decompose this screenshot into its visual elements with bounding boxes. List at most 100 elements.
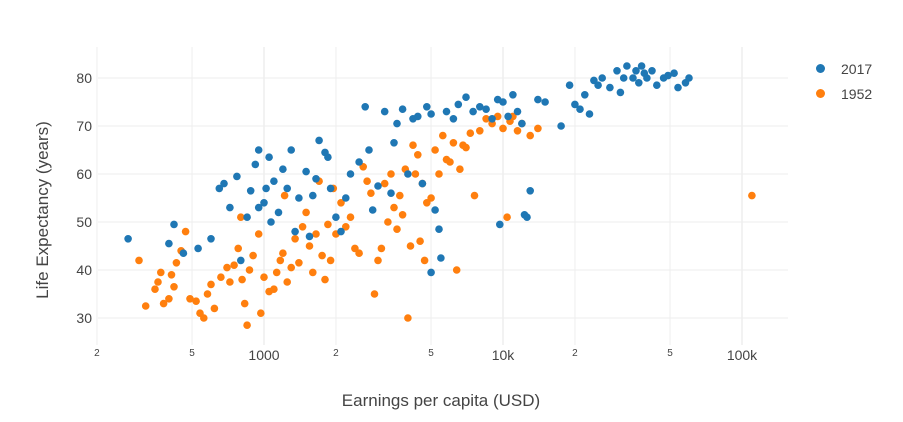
point-1952[interactable]: [346, 213, 355, 221]
point-1952[interactable]: [367, 189, 375, 197]
point-2017[interactable]: [279, 165, 287, 173]
point-1952[interactable]: [404, 314, 412, 322]
point-2017[interactable]: [262, 184, 270, 193]
point-2017[interactable]: [635, 79, 643, 87]
point-2017[interactable]: [295, 194, 303, 202]
point-1952[interactable]: [406, 242, 415, 250]
point-1952[interactable]: [470, 191, 479, 200]
point-2017[interactable]: [237, 256, 245, 265]
point-1952[interactable]: [342, 223, 350, 231]
point-2017[interactable]: [664, 71, 672, 80]
point-1952[interactable]: [203, 290, 212, 298]
point-1952[interactable]: [449, 139, 458, 147]
legend-item-2017[interactable]: 2017: [816, 56, 872, 81]
point-2017[interactable]: [332, 213, 340, 221]
point-2017[interactable]: [390, 139, 398, 147]
point-2017[interactable]: [613, 67, 621, 75]
point-2017[interactable]: [305, 232, 314, 241]
point-1952[interactable]: [157, 268, 165, 277]
point-1952[interactable]: [499, 124, 507, 133]
point-2017[interactable]: [387, 189, 395, 197]
point-2017[interactable]: [312, 175, 320, 183]
point-2017[interactable]: [374, 182, 382, 190]
point-2017[interactable]: [170, 220, 178, 229]
point-1952[interactable]: [167, 271, 176, 279]
point-1952[interactable]: [312, 230, 320, 238]
point-1952[interactable]: [380, 179, 389, 188]
point-2017[interactable]: [632, 67, 640, 75]
point-2017[interactable]: [488, 115, 496, 123]
point-2017[interactable]: [418, 179, 427, 188]
point-2017[interactable]: [398, 105, 407, 113]
point-1952[interactable]: [234, 244, 242, 253]
point-2017[interactable]: [254, 203, 263, 212]
point-1952[interactable]: [154, 278, 162, 286]
point-2017[interactable]: [315, 136, 323, 145]
point-2017[interactable]: [361, 103, 370, 111]
point-1952[interactable]: [462, 143, 470, 152]
point-2017[interactable]: [270, 177, 278, 185]
point-2017[interactable]: [541, 98, 549, 106]
point-2017[interactable]: [581, 91, 589, 99]
point-1952[interactable]: [223, 263, 231, 272]
point-1952[interactable]: [526, 131, 534, 140]
point-2017[interactable]: [355, 158, 363, 166]
point-2017[interactable]: [365, 146, 373, 154]
point-1952[interactable]: [270, 285, 278, 294]
point-2017[interactable]: [442, 107, 451, 116]
point-1952[interactable]: [427, 194, 435, 202]
point-2017[interactable]: [585, 110, 594, 118]
point-2017[interactable]: [476, 103, 484, 111]
point-2017[interactable]: [207, 235, 215, 243]
point-1952[interactable]: [302, 208, 310, 217]
point-1952[interactable]: [393, 225, 401, 233]
point-2017[interactable]: [435, 225, 443, 233]
point-2017[interactable]: [623, 62, 631, 70]
point-2017[interactable]: [449, 115, 458, 123]
point-2017[interactable]: [124, 235, 132, 243]
point-1952[interactable]: [398, 211, 407, 219]
point-2017[interactable]: [606, 83, 614, 92]
point-2017[interactable]: [404, 170, 412, 178]
point-1952[interactable]: [135, 256, 143, 265]
point-1952[interactable]: [210, 304, 219, 313]
point-2017[interactable]: [254, 146, 263, 154]
point-2017[interactable]: [629, 74, 637, 82]
point-2017[interactable]: [462, 93, 470, 101]
point-1952[interactable]: [298, 223, 307, 231]
point-2017[interactable]: [243, 213, 251, 221]
point-2017[interactable]: [469, 107, 477, 116]
point-2017[interactable]: [496, 220, 504, 229]
point-1952[interactable]: [192, 297, 200, 306]
point-2017[interactable]: [337, 227, 345, 236]
point-1952[interactable]: [165, 295, 173, 303]
point-2017[interactable]: [685, 74, 693, 82]
point-1952[interactable]: [245, 266, 254, 274]
point-1952[interactable]: [513, 127, 522, 135]
point-1952[interactable]: [249, 251, 257, 260]
point-2017[interactable]: [194, 244, 202, 253]
point-2017[interactable]: [265, 153, 273, 161]
point-1952[interactable]: [238, 275, 246, 284]
point-1952[interactable]: [172, 259, 181, 267]
point-2017[interactable]: [246, 187, 255, 195]
point-1952[interactable]: [217, 273, 225, 282]
point-1952[interactable]: [318, 251, 326, 260]
point-2017[interactable]: [437, 254, 445, 262]
point-1952[interactable]: [181, 227, 190, 236]
point-1952[interactable]: [283, 278, 292, 286]
point-1952[interactable]: [409, 141, 417, 149]
point-2017[interactable]: [619, 74, 628, 82]
point-1952[interactable]: [416, 237, 424, 245]
point-1952[interactable]: [446, 158, 454, 166]
point-1952[interactable]: [309, 268, 317, 277]
point-1952[interactable]: [260, 273, 268, 282]
point-1952[interactable]: [534, 124, 542, 133]
point-2017[interactable]: [509, 91, 517, 99]
point-2017[interactable]: [251, 160, 260, 169]
point-1952[interactable]: [321, 275, 329, 284]
point-2017[interactable]: [283, 184, 292, 193]
point-1952[interactable]: [390, 203, 398, 212]
point-1952[interactable]: [456, 165, 464, 173]
point-2017[interactable]: [571, 100, 579, 109]
